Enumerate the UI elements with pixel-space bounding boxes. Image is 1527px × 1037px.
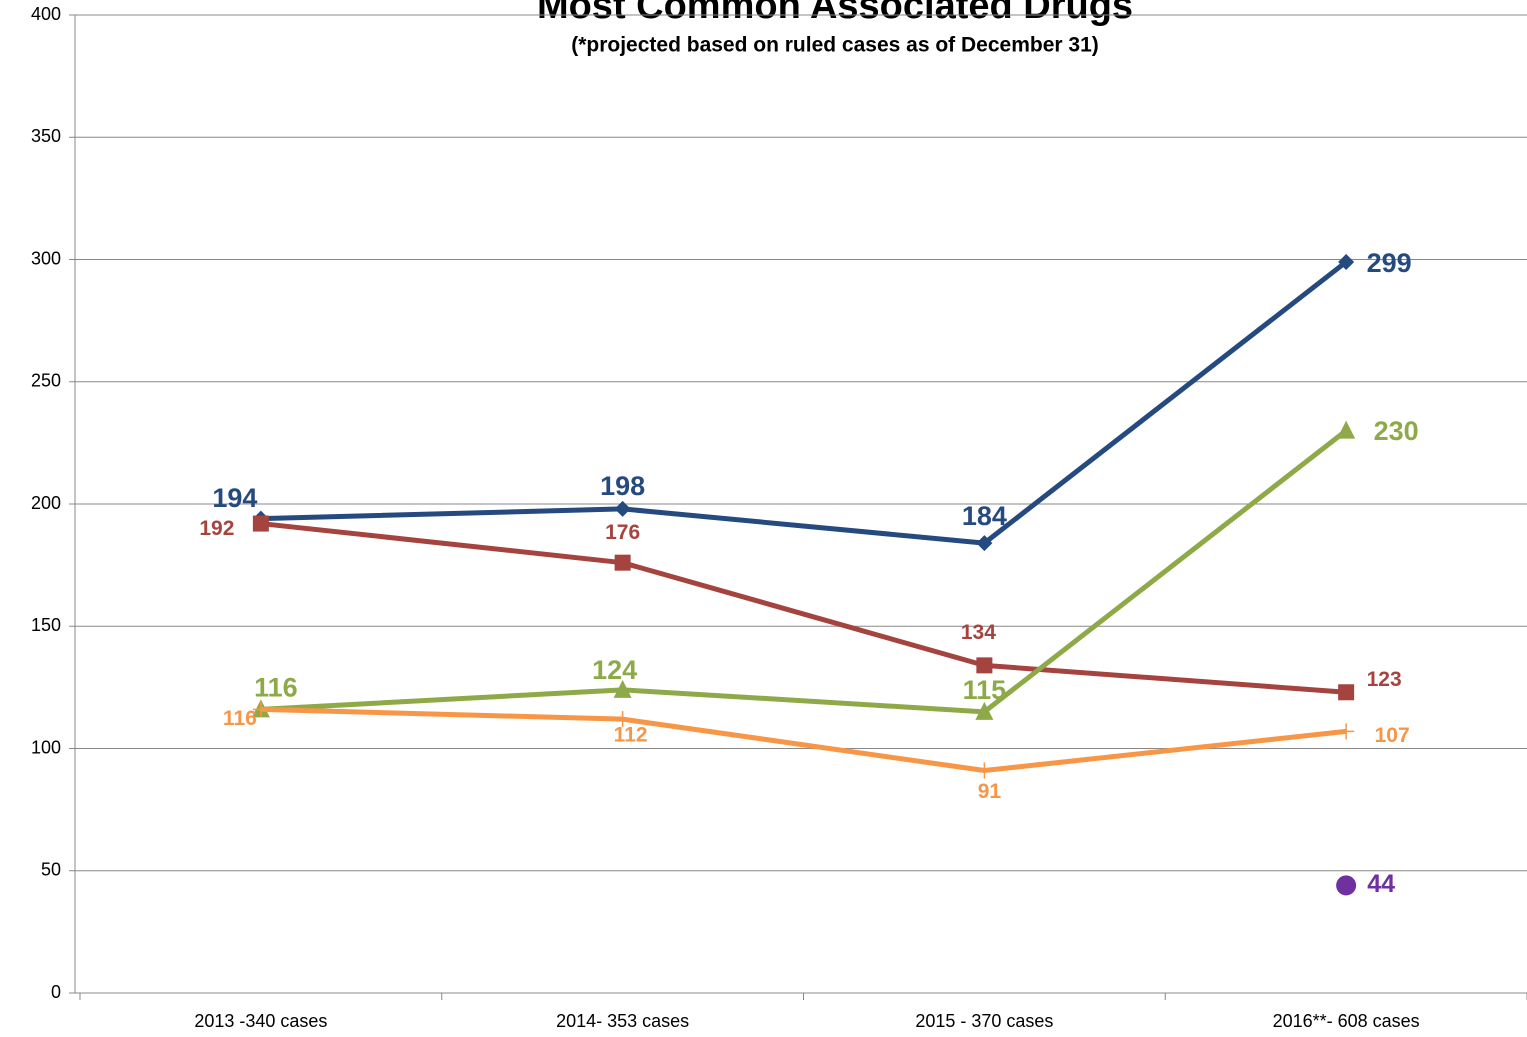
data-label: 192 (199, 517, 234, 540)
y-tick-label: 0 (51, 982, 61, 1002)
x-tick-label: 2015 - 370 cases (915, 1011, 1053, 1031)
data-label: 116 (223, 707, 257, 730)
data-label: 112 (614, 724, 648, 747)
x-tick-label: 2013 -340 cases (194, 1011, 327, 1031)
point-marker (1338, 253, 1355, 270)
y-tick-label: 400 (31, 4, 61, 24)
chart-subtitle: (*projected based on ruled cases as of D… (571, 34, 1099, 57)
data-label: 116 (254, 673, 298, 703)
point-marker (614, 500, 631, 517)
point-marker (1338, 723, 1355, 740)
point-marker (1336, 875, 1357, 896)
series-line (260, 706, 1347, 774)
point-marker (613, 679, 632, 698)
y-tick-label: 100 (31, 737, 61, 757)
data-label: 194 (212, 483, 257, 513)
data-label: 115 (963, 675, 1007, 705)
data-label: 134 (961, 621, 996, 644)
y-tick-label: 200 (31, 493, 61, 513)
y-tick-label: 350 (31, 126, 61, 146)
data-label: 124 (592, 655, 637, 685)
series-line (260, 521, 1347, 695)
data-label: 176 (605, 521, 640, 544)
data-label: 299 (1367, 248, 1412, 278)
point-marker (252, 701, 269, 718)
chart-title: Most Common Associated Drugs (537, 0, 1133, 27)
data-label: 230 (1374, 416, 1419, 446)
point-marker (1338, 684, 1355, 701)
data-label: 123 (1367, 668, 1402, 691)
series-line (260, 428, 1348, 715)
point-marker (976, 762, 993, 779)
y-tick-label: 250 (31, 371, 61, 391)
point-marker (614, 711, 631, 728)
y-tick-label: 300 (31, 248, 61, 268)
x-tick-label: 2014- 353 cases (556, 1011, 689, 1031)
x-tick-label: 2016**- 608 cases (1273, 1011, 1420, 1031)
series-line (260, 259, 1348, 546)
point-marker (976, 657, 993, 674)
data-label: 91 (978, 780, 1002, 803)
data-label: 44 (1367, 870, 1395, 898)
point-marker (614, 554, 631, 571)
data-label: 107 (1375, 724, 1410, 747)
point-marker (975, 701, 994, 720)
y-tick-label: 50 (41, 860, 61, 880)
y-tick-label: 150 (31, 615, 61, 635)
data-label: 184 (962, 501, 1007, 531)
point-marker (976, 535, 993, 552)
data-label: 198 (600, 471, 645, 501)
point-marker (1337, 420, 1356, 439)
point-marker (252, 515, 269, 532)
